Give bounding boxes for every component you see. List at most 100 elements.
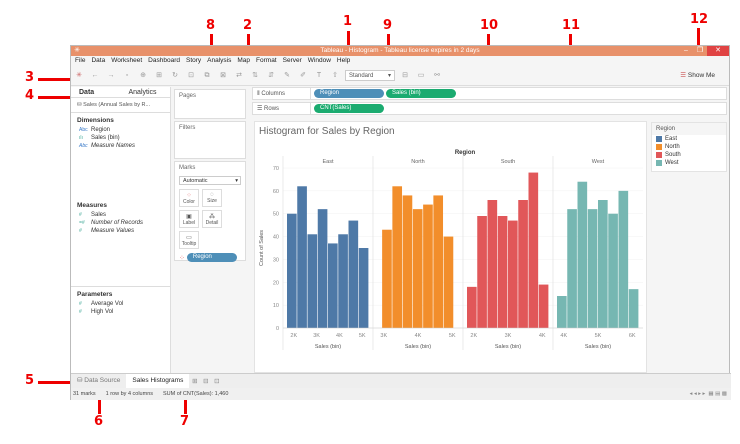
datasource-tab[interactable]: ⛁ Data Source	[77, 377, 121, 384]
field-region[interactable]: Abc Region	[79, 127, 111, 133]
histogram-bar[interactable]	[412, 209, 423, 328]
histogram-bar[interactable]	[348, 220, 359, 328]
menu-story[interactable]: Story	[185, 57, 202, 64]
minimize-button[interactable]: –	[684, 47, 688, 54]
histogram-bar[interactable]	[317, 209, 328, 328]
legend-item-west[interactable]: West	[652, 159, 726, 167]
menu-help[interactable]: Help	[336, 57, 351, 64]
show-me-button[interactable]: ☰ Show Me	[680, 72, 715, 79]
histogram-bar[interactable]	[598, 200, 608, 328]
new-worksheet-icon[interactable]: ⊞	[192, 378, 198, 385]
cnt-sales-pill[interactable]: CNT(Sales)	[314, 104, 384, 113]
menu-format[interactable]: Format	[256, 57, 277, 64]
field-measure-values[interactable]: # Measure Values	[79, 228, 135, 234]
histogram-bar[interactable]	[538, 284, 549, 328]
highlight-icon[interactable]: ✎	[284, 71, 290, 79]
swap-icon[interactable]: ⇄	[236, 71, 242, 79]
histogram-bar[interactable]	[433, 195, 444, 328]
histogram-bar[interactable]	[518, 200, 528, 328]
tab-analytics[interactable]: Analytics	[128, 89, 157, 96]
sort-asc-icon[interactable]: ⇅	[252, 71, 258, 79]
histogram-bar[interactable]	[567, 209, 577, 328]
save-icon[interactable]: ▫	[125, 71, 129, 79]
fit-select[interactable]: Standard ▾	[345, 70, 395, 81]
tab-data[interactable]: Data	[79, 89, 95, 96]
histogram-bar[interactable]	[287, 213, 297, 328]
detail-button[interactable]: ⁂ Detail	[202, 210, 222, 228]
menu-worksheet[interactable]: Worksheet	[111, 57, 143, 64]
histogram-bar[interactable]	[328, 243, 338, 328]
menu-data[interactable]: Data	[91, 57, 106, 64]
new-worksheet-icon[interactable]: ⊡	[188, 71, 194, 79]
pause-updates-icon[interactable]: ⊞	[156, 71, 162, 79]
histogram-bar[interactable]	[402, 195, 413, 328]
size-button[interactable]: ◌ Size	[202, 189, 222, 207]
histogram-bar[interactable]	[487, 200, 498, 328]
field-measure-names[interactable]: Abc Measure Names	[79, 143, 136, 149]
new-datasource-icon[interactable]: ⊕	[140, 71, 146, 79]
histogram-bar[interactable]	[618, 190, 629, 328]
field-number-of-records[interactable]: =# Number of Records	[79, 220, 144, 226]
histogram-bar[interactable]	[467, 286, 477, 328]
histogram-chart[interactable]: Region Count of Sales 0 10 20 30 40 50 60 70 East 2…	[255, 146, 646, 371]
sort-desc-icon[interactable]: ⇵	[268, 71, 274, 79]
histogram-bar[interactable]	[382, 229, 392, 328]
sheet-tab-sales-histograms[interactable]: Sales Histograms	[126, 374, 190, 388]
refresh-icon[interactable]: ↻	[172, 71, 178, 79]
undo-icon[interactable]: ←	[91, 71, 99, 79]
histogram-bar[interactable]	[423, 204, 433, 328]
menu-map[interactable]: Map	[237, 57, 251, 64]
pin-icon[interactable]: ⇧	[332, 71, 338, 79]
histogram-bar[interactable]	[358, 248, 369, 328]
redo-icon[interactable]: →	[107, 71, 115, 79]
group-icon[interactable]: ✐	[300, 71, 306, 79]
histogram-bar[interactable]	[392, 186, 403, 328]
field-sales[interactable]: # Sales	[79, 212, 107, 218]
view-toggle-icons[interactable]: ◂ ◂ ▸ ▸ ▦ ▤ ▩	[689, 391, 727, 397]
menu-dashboard[interactable]: Dashboard	[148, 57, 180, 64]
pages-card[interactable]: Pages	[174, 89, 246, 119]
show-cards-icon[interactable]: ⊟	[402, 71, 408, 79]
rows-shelf[interactable]: ☰ Rows CNT(Sales)	[252, 102, 727, 115]
new-story-icon[interactable]: ⊡	[214, 378, 220, 385]
label-button[interactable]: ▣ Label	[179, 210, 199, 228]
histogram-bar[interactable]	[297, 186, 307, 328]
histogram-bar[interactable]	[528, 172, 539, 328]
menu-analysis[interactable]: Analysis	[207, 57, 232, 64]
legend-item-north[interactable]: North	[652, 143, 726, 151]
sales-bin-pill[interactable]: Sales (bin)	[386, 89, 456, 98]
histogram-bar[interactable]	[497, 216, 508, 328]
param-high-vol[interactable]: # High Vol	[79, 309, 114, 315]
start-page-icon[interactable]: ✳	[76, 71, 82, 79]
histogram-bar[interactable]	[608, 213, 618, 328]
legend-item-east[interactable]: East	[652, 135, 726, 143]
new-dashboard-icon[interactable]: ⊟	[203, 378, 209, 385]
menu-server[interactable]: Server	[282, 57, 302, 64]
menu-window[interactable]: Window	[307, 57, 331, 64]
duplicate-sheet-icon[interactable]: ⧉	[204, 71, 210, 79]
histogram-bar[interactable]	[443, 236, 454, 328]
color-button[interactable]: ⁘ Color	[179, 189, 199, 207]
histogram-bar[interactable]	[587, 209, 598, 328]
param-average-vol[interactable]: # Average Vol	[79, 301, 124, 307]
region-pill[interactable]: Region	[314, 89, 384, 98]
labels-icon[interactable]: T	[316, 71, 322, 79]
clear-sheet-icon[interactable]: ⊠	[220, 71, 226, 79]
filters-card[interactable]: Filters	[174, 121, 246, 159]
region-color-pill[interactable]: Region	[186, 253, 237, 262]
presentation-icon[interactable]: ▭	[417, 71, 425, 79]
share-icon[interactable]: ⚯	[434, 71, 440, 79]
tooltip-button[interactable]: ▭ Tooltip	[179, 231, 199, 249]
restore-button[interactable]: ❐	[696, 47, 704, 54]
legend-item-south[interactable]: South	[652, 151, 726, 159]
histogram-bar[interactable]	[307, 234, 318, 328]
columns-shelf[interactable]: ⦀ Columns Region Sales (bin)	[252, 87, 727, 100]
histogram-bar[interactable]	[577, 181, 588, 328]
menu-file[interactable]: File	[75, 57, 86, 64]
histogram-bar[interactable]	[338, 234, 348, 328]
close-button[interactable]: ✕	[707, 46, 729, 56]
histogram-bar[interactable]	[557, 296, 567, 328]
histogram-bar[interactable]	[628, 289, 639, 328]
histogram-bar[interactable]	[508, 220, 518, 328]
datasource-item[interactable]: ⛁ Sales (Annual Sales by R...	[71, 98, 170, 113]
